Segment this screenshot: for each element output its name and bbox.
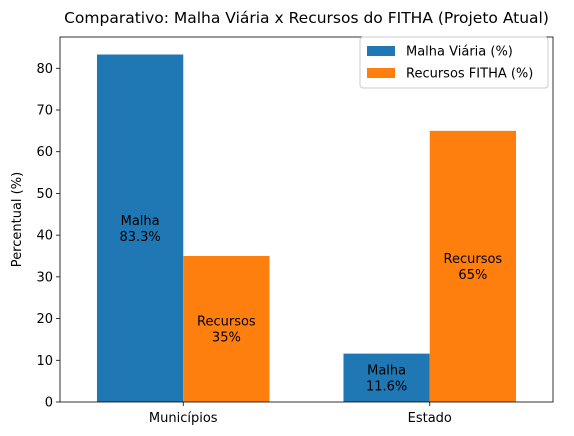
bar-label: Malha 83.3% xyxy=(119,214,160,245)
y-tick-label: 40 xyxy=(36,229,53,244)
bar-label-line: Malha xyxy=(367,363,406,378)
legend-box xyxy=(359,36,549,89)
bar xyxy=(96,54,184,403)
bar xyxy=(183,256,270,402)
bar-label-line: Malha xyxy=(121,214,160,229)
plot-frame xyxy=(59,36,554,403)
bar-label-line: Recursos xyxy=(197,315,256,330)
bar-label: Malha 11.6% xyxy=(366,363,407,394)
legend-swatch xyxy=(367,46,395,56)
x-tick-label: Estado xyxy=(408,411,452,426)
bar-label: Recursos 35% xyxy=(197,315,256,346)
chart-title: Comparativo: Malha Viária x Recursos do … xyxy=(64,9,549,27)
x-tick-label: Municípios xyxy=(149,411,218,426)
y-tick-label: 60 xyxy=(36,145,53,160)
bar-labels-layer: Malha 83.3%Malha 11.6%Recursos 35%Recursos 6… xyxy=(119,214,502,395)
y-tick-label: 70 xyxy=(36,104,53,119)
y-tick-label: 20 xyxy=(36,312,53,327)
bar-label-line: Recursos xyxy=(444,252,503,267)
bar-label-line: 11.6% xyxy=(366,379,407,394)
y-tick-label: 10 xyxy=(36,354,53,369)
y-tick-label: 30 xyxy=(36,270,53,285)
bar-label-line: 83.3% xyxy=(119,230,160,245)
y-tick-label: 0 xyxy=(45,396,53,411)
bar-label-line: 35% xyxy=(212,331,241,346)
axes-layer: 0 10 20 30 40 50 60 70 80 Municípios Estado xyxy=(36,36,554,426)
y-axis-title: Percentual (%) xyxy=(10,172,25,267)
bar-label-line: 65% xyxy=(458,268,487,283)
bar xyxy=(429,130,517,402)
y-tick-label: 80 xyxy=(36,62,53,77)
bar xyxy=(343,353,430,402)
y-tick-label: 50 xyxy=(36,187,53,202)
legend: Malha Viária (%) Recursos FITHA (%) xyxy=(359,36,549,89)
bar-label: Recursos 65% xyxy=(444,252,503,283)
legend-label: Recursos FITHA (%) xyxy=(406,67,533,82)
bars-layer xyxy=(96,54,517,403)
legend-swatch xyxy=(367,68,395,78)
legend-label: Malha Viária (%) xyxy=(406,45,513,60)
